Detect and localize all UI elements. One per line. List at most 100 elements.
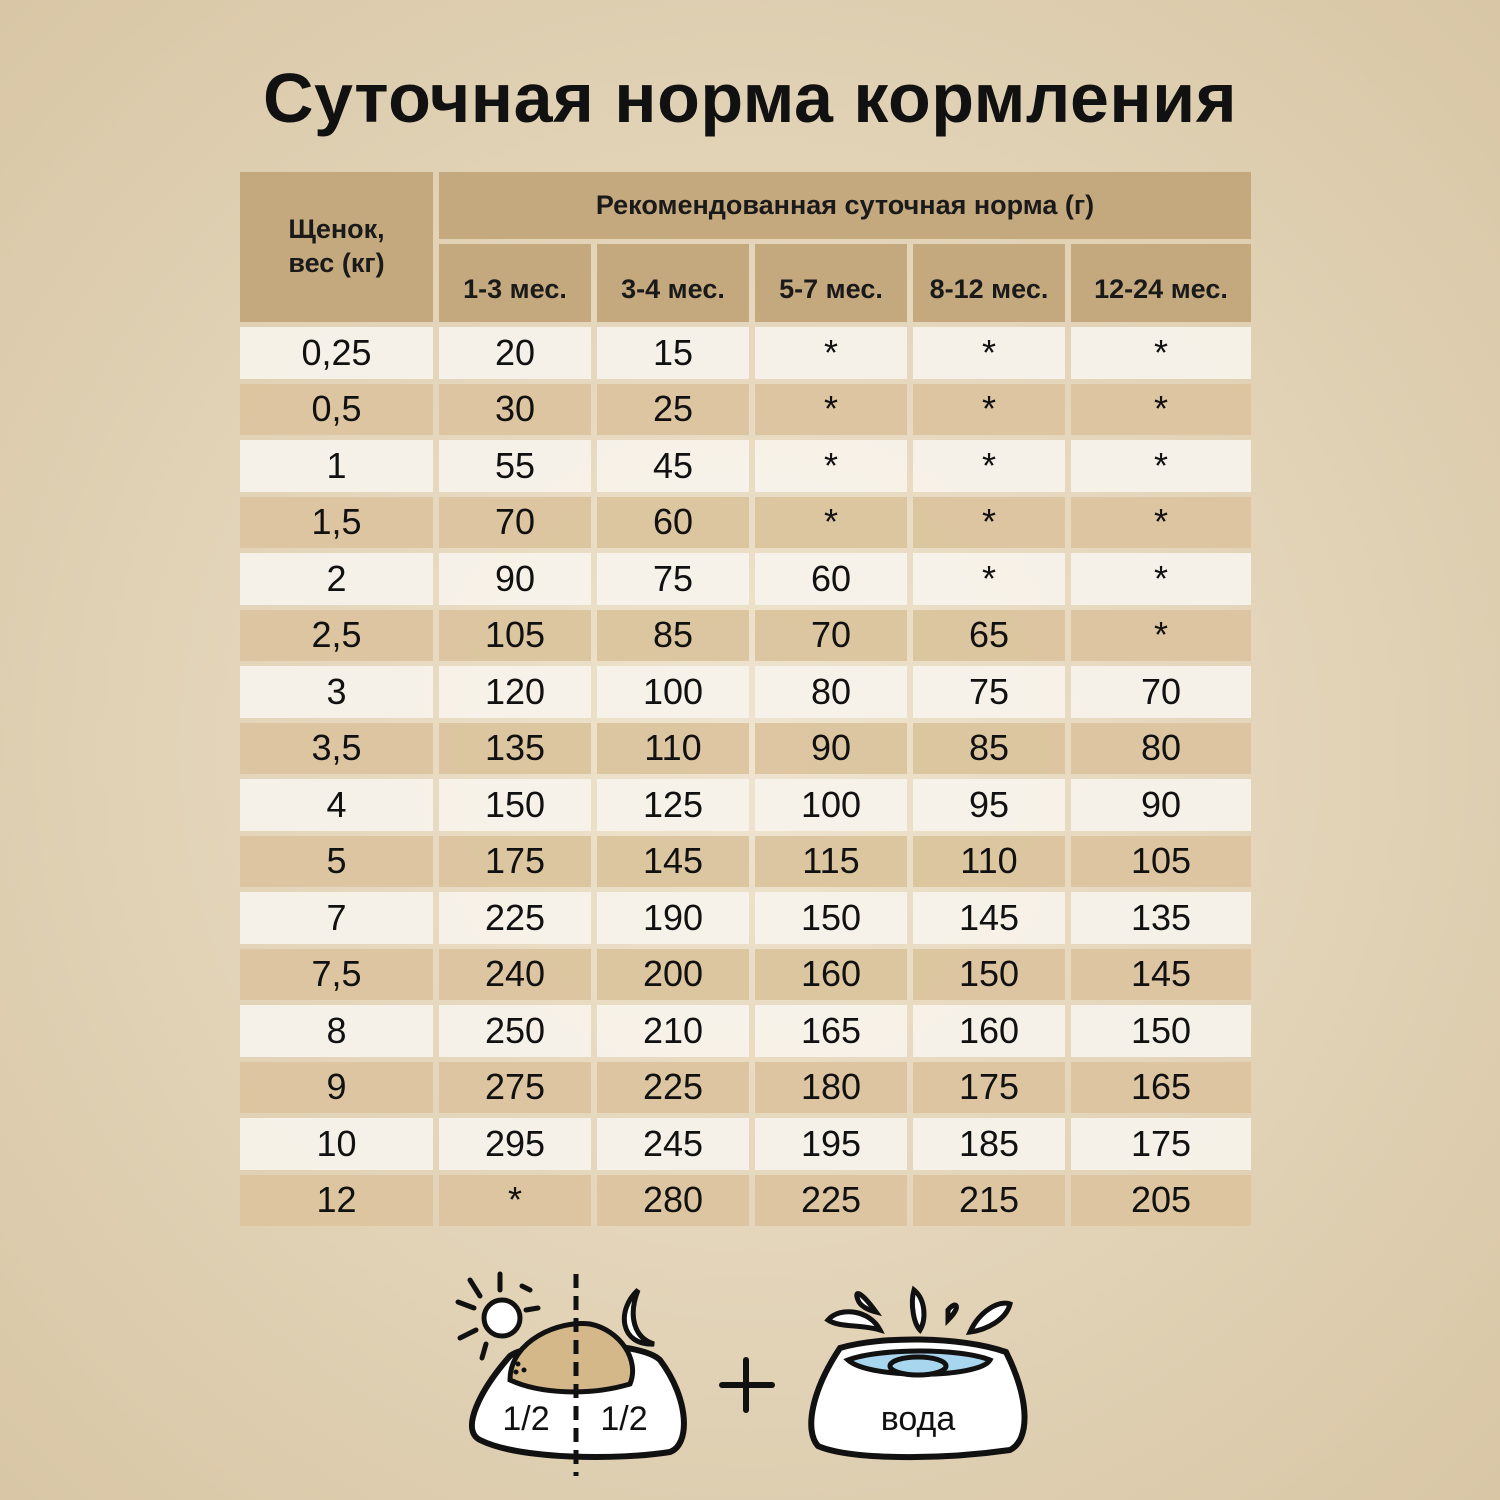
portion-cell: 195 xyxy=(755,1118,907,1170)
portion-cell: 75 xyxy=(597,553,749,605)
portion-cell: 225 xyxy=(755,1174,907,1226)
portion-cell: 70 xyxy=(439,496,591,548)
portion-cell: 245 xyxy=(597,1118,749,1170)
portion-cell: 150 xyxy=(913,948,1065,1000)
portion-cell: * xyxy=(1071,440,1251,492)
portion-cell: 85 xyxy=(597,609,749,661)
sun-icon xyxy=(455,1271,541,1361)
portion-cell: 105 xyxy=(439,609,591,661)
portion-cell: 110 xyxy=(913,835,1065,887)
weight-cell: 1,5 xyxy=(240,496,433,548)
water-bowl-icon xyxy=(808,1336,1028,1461)
portion-cell: 90 xyxy=(755,722,907,774)
weight-cell: 7,5 xyxy=(240,948,433,1000)
portion-cell: 295 xyxy=(439,1118,591,1170)
portion-cell: 20 xyxy=(439,327,591,379)
portion-cell: 15 xyxy=(597,327,749,379)
portion-cell: * xyxy=(755,327,907,379)
column-header: 3-4 мес. xyxy=(597,244,749,322)
group-header: Рекомендованная суточная норма (г) xyxy=(439,172,1251,239)
weight-cell: 1 xyxy=(240,440,433,492)
weight-cell: 0,5 xyxy=(240,383,433,435)
portion-cell: 30 xyxy=(439,383,591,435)
feeding-illustration: 1/2 1/2 вода xyxy=(455,1271,1028,1476)
portion-cell: * xyxy=(755,496,907,548)
portion-cell: 135 xyxy=(1071,892,1251,944)
food-half-left-label: 1/2 xyxy=(502,1400,549,1438)
portion-cell: 60 xyxy=(755,553,907,605)
portion-cell: 175 xyxy=(1071,1118,1251,1170)
portion-cell: 85 xyxy=(913,722,1065,774)
portion-cell: * xyxy=(755,440,907,492)
portion-cell: 150 xyxy=(439,779,591,831)
feeding-table: Щенок, вес (кг) Рекомендованная суточная… xyxy=(240,172,1251,1226)
portion-cell: 100 xyxy=(597,666,749,718)
weight-cell: 12 xyxy=(240,1174,433,1226)
column-header: 5-7 мес. xyxy=(755,244,907,322)
portion-cell: 175 xyxy=(439,835,591,887)
moon-icon xyxy=(621,1288,655,1347)
portion-cell: 150 xyxy=(755,892,907,944)
portion-cell: * xyxy=(913,327,1065,379)
weight-cell: 3 xyxy=(240,666,433,718)
portion-cell: * xyxy=(755,383,907,435)
portion-cell: 145 xyxy=(597,835,749,887)
portion-cell: 145 xyxy=(1071,948,1251,1000)
portion-cell: 125 xyxy=(597,779,749,831)
portion-cell: 120 xyxy=(439,666,591,718)
portion-cell: 250 xyxy=(439,1005,591,1057)
portion-cell: 160 xyxy=(755,948,907,1000)
portion-cell: 240 xyxy=(439,948,591,1000)
portion-cell: * xyxy=(1071,496,1251,548)
weight-cell: 0,25 xyxy=(240,327,433,379)
portion-cell: 115 xyxy=(755,835,907,887)
portion-cell: 165 xyxy=(755,1005,907,1057)
weight-cell: 7 xyxy=(240,892,433,944)
weight-cell: 8 xyxy=(240,1005,433,1057)
portion-cell: 90 xyxy=(1071,779,1251,831)
portion-cell: 200 xyxy=(597,948,749,1000)
weight-cell: 2,5 xyxy=(240,609,433,661)
portion-cell: 80 xyxy=(1071,722,1251,774)
portion-cell: 145 xyxy=(913,892,1065,944)
portion-cell: 160 xyxy=(913,1005,1065,1057)
portion-cell: 100 xyxy=(755,779,907,831)
column-header: 8-12 мес. xyxy=(913,244,1065,322)
portion-cell: * xyxy=(913,383,1065,435)
portion-cell: * xyxy=(1071,553,1251,605)
food-bowl-icon xyxy=(468,1274,687,1476)
page-title: Суточная норма кормления xyxy=(262,59,1238,137)
plus-icon xyxy=(719,1357,775,1413)
portion-cell: * xyxy=(1071,327,1251,379)
portion-cell: * xyxy=(913,440,1065,492)
portion-cell: 110 xyxy=(597,722,749,774)
portion-cell: 215 xyxy=(913,1174,1065,1226)
weight-cell: 4 xyxy=(240,779,433,831)
portion-cell: 150 xyxy=(1071,1005,1251,1057)
column-header: 12-24 мес. xyxy=(1071,244,1251,322)
water-splash-icon xyxy=(824,1285,1013,1336)
portion-cell: 165 xyxy=(1071,1061,1251,1113)
portion-cell: 70 xyxy=(1071,666,1251,718)
portion-cell: 210 xyxy=(597,1005,749,1057)
portion-cell: 70 xyxy=(755,609,907,661)
portion-cell: * xyxy=(1071,609,1251,661)
portion-cell: 185 xyxy=(913,1118,1065,1170)
portion-cell: 60 xyxy=(597,496,749,548)
portion-cell: 205 xyxy=(1071,1174,1251,1226)
portion-cell: 280 xyxy=(597,1174,749,1226)
portion-cell: 225 xyxy=(439,892,591,944)
portion-cell: 65 xyxy=(913,609,1065,661)
weight-cell: 2 xyxy=(240,553,433,605)
portion-cell: 180 xyxy=(755,1061,907,1113)
weight-column-header: Щенок, вес (кг) xyxy=(240,172,433,322)
food-half-right-label: 1/2 xyxy=(600,1400,647,1438)
portion-cell: 275 xyxy=(439,1061,591,1113)
column-header: 1-3 мес. xyxy=(439,244,591,322)
portion-cell: 190 xyxy=(597,892,749,944)
portion-cell: * xyxy=(439,1174,591,1226)
portion-cell: 225 xyxy=(597,1061,749,1113)
portion-cell: * xyxy=(913,496,1065,548)
weight-cell: 9 xyxy=(240,1061,433,1113)
portion-cell: 175 xyxy=(913,1061,1065,1113)
